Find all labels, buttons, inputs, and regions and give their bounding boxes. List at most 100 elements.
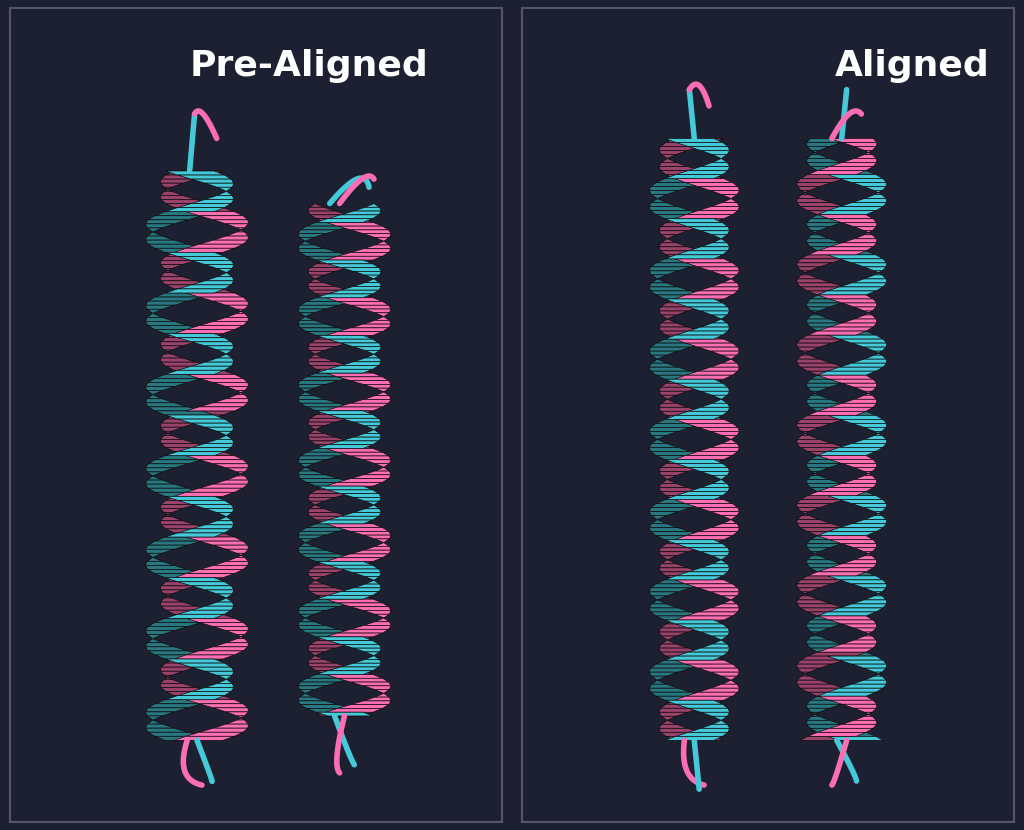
Polygon shape bbox=[300, 301, 351, 305]
Polygon shape bbox=[375, 242, 389, 245]
Polygon shape bbox=[650, 263, 702, 267]
Polygon shape bbox=[712, 559, 727, 564]
Polygon shape bbox=[842, 143, 877, 146]
Polygon shape bbox=[145, 631, 174, 635]
Polygon shape bbox=[145, 565, 187, 569]
Polygon shape bbox=[797, 359, 831, 364]
Polygon shape bbox=[300, 479, 351, 482]
Polygon shape bbox=[205, 520, 233, 525]
Polygon shape bbox=[326, 407, 382, 411]
Polygon shape bbox=[700, 150, 730, 154]
Polygon shape bbox=[658, 408, 700, 412]
Polygon shape bbox=[666, 701, 724, 704]
Polygon shape bbox=[854, 227, 877, 231]
Polygon shape bbox=[688, 408, 730, 412]
Polygon shape bbox=[698, 608, 739, 612]
Polygon shape bbox=[350, 230, 391, 234]
Polygon shape bbox=[649, 588, 690, 592]
Polygon shape bbox=[649, 287, 690, 291]
Polygon shape bbox=[662, 235, 677, 239]
Polygon shape bbox=[213, 236, 249, 240]
Polygon shape bbox=[300, 252, 351, 256]
Polygon shape bbox=[174, 248, 234, 252]
Polygon shape bbox=[675, 178, 732, 183]
Polygon shape bbox=[174, 492, 234, 496]
Polygon shape bbox=[797, 263, 831, 267]
Polygon shape bbox=[840, 178, 887, 183]
Polygon shape bbox=[306, 222, 364, 226]
Polygon shape bbox=[166, 578, 223, 582]
Polygon shape bbox=[660, 572, 713, 576]
Polygon shape bbox=[711, 283, 739, 287]
Polygon shape bbox=[237, 228, 245, 232]
Polygon shape bbox=[797, 443, 844, 447]
Polygon shape bbox=[310, 215, 361, 218]
Polygon shape bbox=[365, 275, 380, 279]
Polygon shape bbox=[316, 561, 373, 565]
Polygon shape bbox=[817, 612, 876, 616]
Polygon shape bbox=[658, 311, 688, 315]
Polygon shape bbox=[797, 203, 844, 207]
Polygon shape bbox=[191, 667, 233, 671]
Polygon shape bbox=[161, 443, 210, 447]
Polygon shape bbox=[649, 608, 690, 612]
Polygon shape bbox=[854, 556, 877, 559]
Polygon shape bbox=[298, 531, 338, 535]
Polygon shape bbox=[810, 696, 866, 701]
Polygon shape bbox=[350, 249, 391, 252]
Polygon shape bbox=[852, 600, 887, 604]
Polygon shape bbox=[166, 203, 223, 208]
Polygon shape bbox=[298, 682, 338, 686]
Polygon shape bbox=[186, 407, 243, 411]
Polygon shape bbox=[686, 612, 738, 616]
Polygon shape bbox=[807, 235, 829, 239]
Polygon shape bbox=[874, 271, 882, 275]
Polygon shape bbox=[186, 456, 243, 460]
Polygon shape bbox=[147, 635, 162, 639]
Polygon shape bbox=[810, 616, 866, 620]
Polygon shape bbox=[827, 576, 883, 580]
Polygon shape bbox=[840, 660, 887, 664]
Polygon shape bbox=[827, 736, 883, 740]
Polygon shape bbox=[147, 639, 162, 642]
Polygon shape bbox=[217, 272, 232, 276]
Polygon shape bbox=[662, 640, 677, 644]
Polygon shape bbox=[353, 347, 381, 350]
Polygon shape bbox=[161, 606, 210, 610]
Polygon shape bbox=[310, 290, 361, 294]
Polygon shape bbox=[177, 285, 231, 289]
Polygon shape bbox=[660, 222, 713, 227]
Polygon shape bbox=[666, 218, 724, 222]
Polygon shape bbox=[375, 316, 389, 320]
Polygon shape bbox=[350, 701, 391, 705]
Polygon shape bbox=[666, 576, 724, 580]
Polygon shape bbox=[817, 491, 876, 496]
Polygon shape bbox=[200, 403, 248, 407]
Polygon shape bbox=[353, 433, 381, 437]
Polygon shape bbox=[310, 565, 361, 569]
Polygon shape bbox=[316, 335, 373, 339]
Polygon shape bbox=[300, 629, 351, 633]
Polygon shape bbox=[675, 375, 732, 379]
Polygon shape bbox=[307, 660, 336, 663]
Polygon shape bbox=[807, 218, 854, 222]
Polygon shape bbox=[161, 362, 210, 366]
Polygon shape bbox=[307, 648, 336, 652]
Polygon shape bbox=[801, 688, 856, 692]
Polygon shape bbox=[237, 635, 245, 639]
Polygon shape bbox=[864, 187, 886, 191]
Polygon shape bbox=[658, 388, 700, 391]
Polygon shape bbox=[364, 686, 391, 690]
Polygon shape bbox=[161, 663, 210, 667]
Polygon shape bbox=[676, 331, 728, 335]
Polygon shape bbox=[177, 338, 231, 342]
Polygon shape bbox=[802, 191, 809, 194]
Polygon shape bbox=[650, 183, 702, 187]
Polygon shape bbox=[798, 515, 819, 520]
Polygon shape bbox=[145, 712, 174, 716]
Polygon shape bbox=[798, 347, 819, 351]
Polygon shape bbox=[660, 491, 713, 496]
Polygon shape bbox=[665, 656, 723, 660]
Polygon shape bbox=[147, 554, 162, 557]
Polygon shape bbox=[807, 163, 854, 167]
